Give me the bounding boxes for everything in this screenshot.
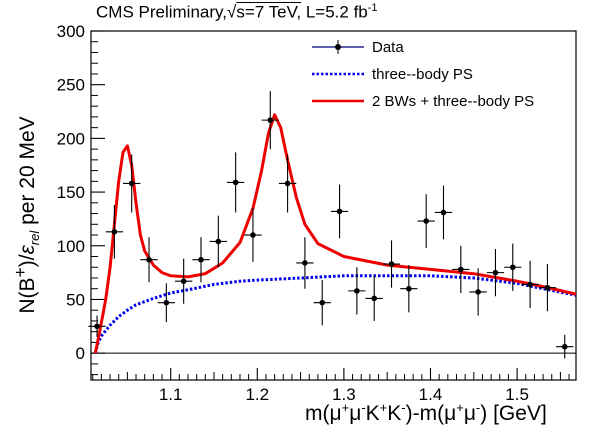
y-axis-label: N(B+)/εrel per 20 MeV: [9, 116, 43, 314]
three-body-ps-curve: [93, 274, 577, 354]
data-point-5: [175, 258, 193, 304]
y-tick-label-4: 200: [57, 129, 85, 148]
x-tick-label-1: 1.2: [245, 385, 269, 404]
plot-frame: [90, 30, 577, 381]
data-point-21: [452, 245, 470, 294]
data-point-marker: [215, 238, 222, 245]
data-point-12: [296, 237, 314, 289]
y-tick-label-2: 100: [57, 237, 85, 256]
data-point-25: [521, 260, 539, 309]
y-tick-label-6: 300: [57, 22, 85, 41]
legend-label-ps: three--body PS: [372, 66, 473, 83]
data-point-marker: [561, 343, 568, 350]
data-point-20: [434, 185, 453, 240]
data-point-marker: [128, 180, 135, 187]
x-axis-label: m(μ+μ-K+K-)-m(μ+μ-) [GeV]: [305, 400, 547, 425]
ps-curve-group: [93, 274, 577, 354]
data-point-marker: [284, 180, 291, 187]
data-point-6: [192, 237, 210, 283]
axis-ticks: 0 50 100 150 200 250 300 1.1 1.2 1.3 1.4 1.5: [57, 22, 570, 404]
data-point-4: [157, 283, 176, 323]
data-point-marker: [302, 260, 308, 266]
data-point-marker: [180, 278, 187, 285]
data-point-19: [417, 194, 435, 248]
data-point-marker: [336, 208, 343, 215]
y-tick-label-5: 250: [57, 76, 85, 95]
chart-title: CMS Preliminary,√s=7 TeV, L=5.2 fb-1: [96, 2, 378, 22]
data-point-23: [486, 248, 505, 297]
data-point-0: [88, 315, 106, 338]
data-point-7: [209, 215, 227, 268]
data-point-marker: [371, 295, 378, 302]
bw-plus-ps-curve: [93, 113, 577, 354]
data-point-14: [330, 184, 349, 239]
legend-label-bw: 2 BWs + three--body PS: [372, 93, 535, 110]
data-point-26: [538, 264, 557, 312]
data-point-10: [261, 91, 279, 150]
data-point-marker: [388, 261, 395, 267]
data-point-marker: [111, 229, 118, 235]
y-tick-label-0: 0: [76, 344, 85, 363]
data-points: [88, 91, 574, 359]
data-point-marker: [198, 256, 204, 263]
data-point-16: [365, 275, 383, 321]
data-point-2: [123, 154, 141, 213]
data-point-marker: [250, 232, 256, 238]
legend-symbol-data-marker: [335, 44, 341, 50]
y-tick-label-1: 50: [66, 290, 85, 309]
legend-label-data: Data: [372, 39, 404, 56]
data-point-marker: [406, 285, 412, 292]
data-point-11: [278, 154, 297, 213]
data-point-marker: [527, 281, 533, 288]
data-point-marker: [458, 266, 464, 273]
legend-symbols: [312, 40, 364, 103]
data-point-marker: [423, 218, 429, 224]
x-tick-label-0: 1.1: [159, 385, 183, 404]
data-point-9: [244, 208, 262, 262]
data-point-8: [226, 152, 245, 213]
data-point-22: [469, 268, 487, 316]
x-tick-label-3: 1.4: [419, 385, 443, 404]
data-point-marker: [544, 284, 551, 291]
x-tick-label-4: 1.5: [505, 385, 529, 404]
data-point-15: [348, 267, 366, 315]
data-point-1: [105, 204, 124, 259]
data-point-marker: [475, 289, 481, 295]
data-point-3: [140, 237, 158, 283]
data-point-24: [504, 243, 522, 291]
data-point-marker: [163, 299, 170, 306]
data-point-27: [556, 334, 574, 359]
data-point-marker: [440, 209, 447, 216]
data-point-marker: [354, 288, 360, 294]
bw-curve-group: [93, 113, 577, 354]
data-point-marker: [267, 117, 274, 123]
data-point-marker: [492, 269, 499, 276]
data-point-marker: [94, 323, 100, 330]
x-tick-label-2: 1.3: [332, 385, 356, 404]
data-point-marker: [509, 264, 516, 271]
data-point-13: [313, 280, 331, 326]
data-point-18: [400, 265, 418, 313]
data-point-marker: [319, 299, 326, 306]
data-point-marker: [232, 179, 239, 186]
y-tick-label-3: 150: [57, 183, 85, 202]
data-point-17: [382, 240, 401, 288]
data-point-marker: [146, 256, 152, 263]
